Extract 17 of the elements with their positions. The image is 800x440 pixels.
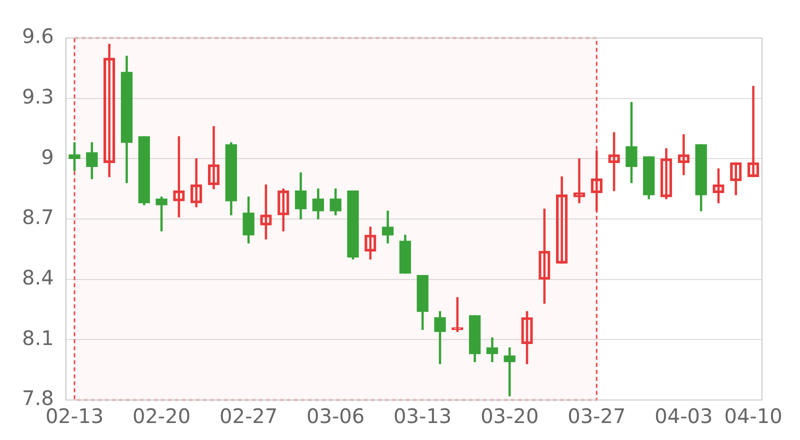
x-tick-label: 03-27 <box>568 404 626 428</box>
x-tick-label: 03-13 <box>394 404 452 428</box>
x-tick-label: 02-27 <box>219 404 278 428</box>
x-tick-label: 02-20 <box>132 404 191 428</box>
candlestick <box>504 347 516 396</box>
y-tick-label: 8.1 <box>22 326 54 350</box>
candlestick <box>573 158 586 204</box>
y-tick-label: 9.3 <box>22 84 54 109</box>
x-tick-label: 04-03 <box>654 404 713 428</box>
y-tick-label: 8.4 <box>22 266 54 290</box>
x-tick-label: 04-10 <box>724 404 782 428</box>
y-tick-label: 8.7 <box>22 205 54 230</box>
y-tick-label: 9.6 <box>22 24 54 48</box>
x-tick-label: 03-20 <box>480 404 539 428</box>
x-tick-label: 03-06 <box>306 404 365 428</box>
y-tick-label: 9 <box>41 144 54 169</box>
x-tick-label: 02-13 <box>45 404 104 428</box>
